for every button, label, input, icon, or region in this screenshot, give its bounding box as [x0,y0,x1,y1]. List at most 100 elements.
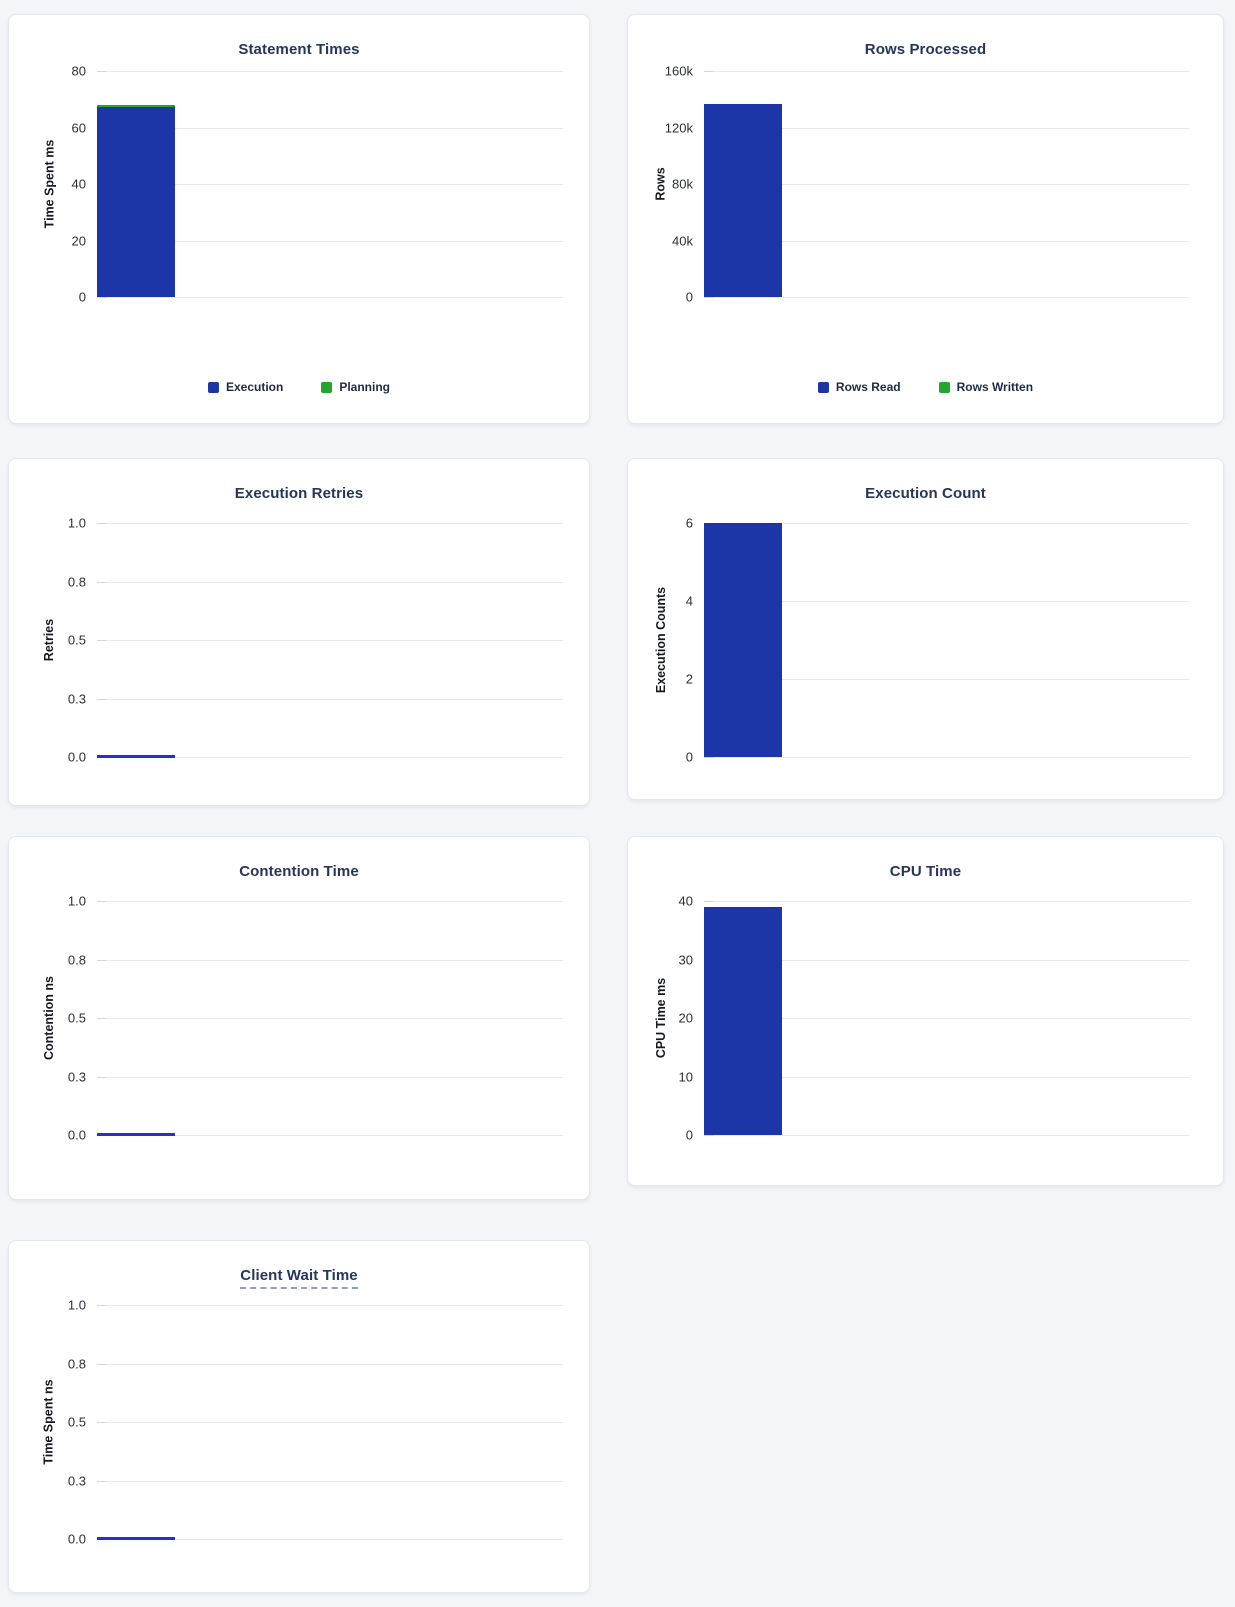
chart-title-statement-times: Statement Times [9,41,589,58]
bar-segment-rows-read [704,103,782,297]
gridline [97,581,563,583]
y-axis-tick-label: 20 [71,233,86,248]
gridline [97,1305,563,1306]
chart-title-text-tooltip[interactable]: Client Wait Time [240,1267,358,1289]
chart-card-cpu-time: CPU Time CPU Time ms 40 30 20 10 0 [627,836,1224,1186]
y-axis-tick-label: 0 [685,289,693,305]
y-axis-tick-label: 1.0 [67,893,86,909]
chart-title-text: Execution Retries [234,485,364,502]
y-axis-tick-label: 1.0 [67,515,86,531]
chart-card-execution-retries: Execution Retries Retries 1.0 0.8 0.5 0.3 0.… [8,458,590,806]
chart-card-client-wait-time: Client Wait Time Time Spent ns 1.0 0.8 0.5… [8,1240,590,1593]
gridline [97,297,563,298]
chart-title-text: Statement Times [238,41,360,58]
gridline [97,1363,563,1365]
y-axis-tick-label: 0.3 [67,1473,86,1488]
y-axis-tick-label: 6 [685,515,693,531]
plot-area: 1.0 0.8 0.5 0.3 0.0 [68,895,563,1142]
chart-title-execution-retries: Execution Retries [9,485,589,502]
y-axis-tick-label: 4 [685,593,693,609]
bar-segment-execution [97,106,175,297]
plot-area: 1.0 0.8 0.5 0.3 0.0 [68,1299,563,1546]
chart-title-rows-processed: Rows Processed [628,41,1223,58]
y-axis-tick-label: 10 [678,1069,693,1084]
legend-label: Rows Read [835,380,901,394]
legend-label: Rows Written [956,380,1034,394]
y-axis-tick-label: 0.5 [67,1010,86,1026]
bar-segment-cpu-time [704,906,782,1135]
y-axis-tick-label: 0 [685,749,693,765]
gridline [97,1018,563,1019]
y-axis-label: Contention ns [42,975,57,1061]
y-axis-tick-label: 80k [672,176,693,192]
y-axis-tick-label: 1.0 [67,1297,86,1313]
y-axis-label: Time Spent ms [42,139,56,229]
y-axis-tick-label: 0.8 [67,952,86,967]
y-axis-label: Time Spent ns [42,1379,56,1465]
chart-title-text: Rows Processed [864,41,987,58]
y-axis-tick-label: 0.0 [67,1127,86,1143]
y-axis-tick-label: 160k [664,63,693,79]
y-axis-label: Retries [41,618,56,662]
gridline [97,1480,563,1482]
chart-title-execution-count: Execution Count [628,485,1223,502]
chart-title-text: Execution Count [865,485,986,502]
y-axis-label: Rows [654,167,668,201]
chart-card-rows-processed: Rows Processed Rows 160k 120k 80k 40k 0 Rows… [627,14,1224,424]
y-axis-label: Execution Counts [654,586,669,694]
y-axis-tick-label: 20 [678,1010,693,1026]
gridline [97,698,563,700]
y-axis-tick-label: 0.0 [67,1531,86,1547]
chart-legend: Rows Read Rows Written [628,380,1223,394]
y-axis-tick-label: 0 [685,1127,693,1143]
legend-item-rows-read: Rows Read [817,380,901,394]
y-axis-tick-label: 0 [78,289,86,305]
chart-title-cpu-time: CPU Time [628,863,1223,880]
bar-segment-planning [97,104,175,107]
legend-swatch-icon [938,381,950,393]
legend-label: Execution [225,380,284,394]
y-axis-tick-label: 0.8 [67,1356,86,1371]
chart-title-text: CPU Time [889,863,962,880]
gridline [97,901,563,902]
y-axis-tick-label: 0.5 [67,632,86,648]
chart-card-contention-time: Contention Time Contention ns 1.0 0.8 0.5 0… [8,836,590,1200]
y-axis-tick-label: 80 [71,63,86,79]
chart-card-statement-times: Statement Times Time Spent ms 80 60 40 20 0 … [8,14,590,424]
gridline [97,71,563,72]
legend-swatch-icon [817,381,829,393]
y-axis-label-container: Execution Counts [628,523,694,757]
gridline [704,901,1189,902]
gridline [97,1076,563,1078]
y-axis-tick-label: 0.3 [67,1069,86,1084]
y-axis-tick-label: 40k [672,233,693,248]
y-axis-tick-label: 0.0 [67,749,86,765]
y-axis-tick-label: 0.5 [67,1414,86,1430]
y-axis-tick-label: 120k [664,120,693,135]
gridline [704,297,1189,298]
plot-area: 40 30 20 10 0 [679,895,1189,1142]
legend-item-execution: Execution [207,380,284,394]
y-axis-label: CPU Time ms [654,977,669,1059]
y-axis-tick-label: 30 [678,952,693,967]
bar-zero-value [97,1133,175,1136]
y-axis-tick-label: 2 [685,671,693,687]
y-axis-tick-label: 60 [71,120,86,135]
chart-card-execution-count: Execution Count Execution Counts 6 4 2 0 [627,458,1224,800]
legend-swatch-icon [321,381,333,393]
plot-area: 80 60 40 20 0 [72,65,563,304]
gridline [704,1135,1189,1136]
chart-title-text: Contention Time [239,863,359,880]
plot-area: 160k 120k 80k 40k 0 [665,65,1189,304]
legend-label: Planning [339,380,391,394]
y-axis-tick-label: 0.3 [67,691,86,706]
gridline [97,640,563,641]
legend-item-planning: Planning [321,380,390,394]
gridline [97,523,563,524]
chart-title-client-wait-time: Client Wait Time [9,1267,589,1289]
y-axis-tick-label: 0.8 [67,574,86,589]
y-axis-tick-label: 40 [71,176,86,192]
bar-zero-value [97,755,175,758]
chart-legend: Execution Planning [9,380,589,394]
